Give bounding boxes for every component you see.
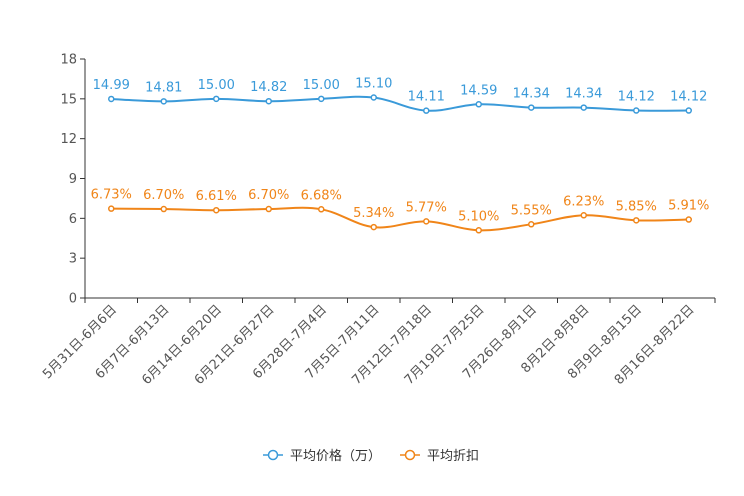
data-label: 5.55% bbox=[511, 203, 552, 218]
data-point[interactable] bbox=[423, 218, 430, 225]
data-label: 5.91% bbox=[668, 199, 709, 214]
data-label: 15.00 bbox=[198, 78, 235, 93]
data-point[interactable] bbox=[685, 107, 692, 114]
data-label: 6.61% bbox=[196, 189, 237, 204]
series-line bbox=[111, 95, 689, 112]
data-point[interactable] bbox=[213, 95, 220, 103]
data-label: 5.85% bbox=[616, 199, 657, 214]
series-avg-discount: 6.73% 6.70% 6.61% 6.70% 6.68% 5.34% 5.77% 5.10%… bbox=[91, 188, 709, 234]
data-point[interactable] bbox=[475, 227, 482, 234]
y-tick-label: 3 bbox=[69, 252, 77, 267]
data-point[interactable] bbox=[423, 107, 430, 114]
y-tick-label: 15 bbox=[60, 92, 77, 107]
data-point[interactable] bbox=[528, 221, 535, 228]
data-label: 15.10 bbox=[355, 77, 392, 92]
legend-circle-marker bbox=[404, 449, 416, 461]
data-point[interactable] bbox=[370, 94, 377, 101]
data-label: 14.34 bbox=[513, 87, 550, 102]
legend-circle-marker bbox=[267, 449, 279, 461]
data-point[interactable] bbox=[265, 97, 272, 105]
data-label: 14.59 bbox=[460, 83, 497, 98]
legend-item-avg-price[interactable]: 平均价格（万） bbox=[263, 448, 381, 464]
y-tick-label: 6 bbox=[69, 212, 77, 227]
data-label: 6.73% bbox=[91, 188, 132, 203]
series-avg-price: 14.99 14.81 15.00 14.82 15.00 15.10 14.11 14.59… bbox=[93, 77, 707, 114]
legend-label: 平均折扣 bbox=[427, 449, 479, 464]
data-label: 6.68% bbox=[301, 188, 342, 203]
data-label: 14.81 bbox=[145, 80, 182, 95]
data-point[interactable] bbox=[108, 95, 115, 103]
data-label: 14.12 bbox=[618, 90, 655, 105]
data-label: 15.00 bbox=[303, 78, 340, 93]
data-label: 5.34% bbox=[353, 206, 394, 221]
data-point[interactable] bbox=[528, 104, 535, 111]
data-label: 14.12 bbox=[670, 90, 707, 105]
series-layer: 14.99 14.81 15.00 14.82 15.00 15.10 14.11 14.59… bbox=[91, 77, 709, 234]
data-label: 6.23% bbox=[563, 194, 604, 209]
data-point[interactable] bbox=[160, 98, 167, 105]
legend: 平均价格（万） 平均折扣 bbox=[263, 448, 479, 464]
y-tick-label: 12 bbox=[60, 132, 77, 147]
data-point[interactable] bbox=[475, 101, 482, 108]
data-label: 5.10% bbox=[458, 209, 499, 224]
data-point[interactable] bbox=[213, 206, 220, 214]
data-point[interactable] bbox=[633, 217, 640, 224]
y-tick-label: 0 bbox=[69, 292, 77, 307]
series-line bbox=[111, 206, 689, 232]
data-point[interactable] bbox=[108, 205, 115, 212]
legend-item-avg-discount[interactable]: 平均折扣 bbox=[400, 449, 479, 464]
data-point[interactable] bbox=[685, 216, 692, 223]
data-label: 14.11 bbox=[408, 90, 445, 105]
legend-label: 平均价格（万） bbox=[290, 448, 381, 464]
data-point[interactable] bbox=[370, 223, 377, 231]
data-label: 5.77% bbox=[406, 200, 447, 215]
data-point[interactable] bbox=[318, 95, 325, 103]
data-point[interactable] bbox=[265, 205, 272, 213]
data-label: 14.82 bbox=[250, 80, 287, 95]
data-label: 14.99 bbox=[93, 78, 130, 93]
data-label: 6.70% bbox=[143, 188, 184, 203]
data-point[interactable] bbox=[580, 104, 587, 111]
data-point[interactable] bbox=[633, 107, 640, 114]
data-label: 14.34 bbox=[565, 87, 602, 102]
data-point[interactable] bbox=[580, 212, 587, 219]
y-tick-label: 18 bbox=[60, 53, 77, 68]
data-label: 6.70% bbox=[248, 188, 289, 203]
data-point[interactable] bbox=[160, 205, 167, 213]
data-point[interactable] bbox=[318, 206, 325, 213]
y-tick-label: 9 bbox=[69, 172, 77, 187]
